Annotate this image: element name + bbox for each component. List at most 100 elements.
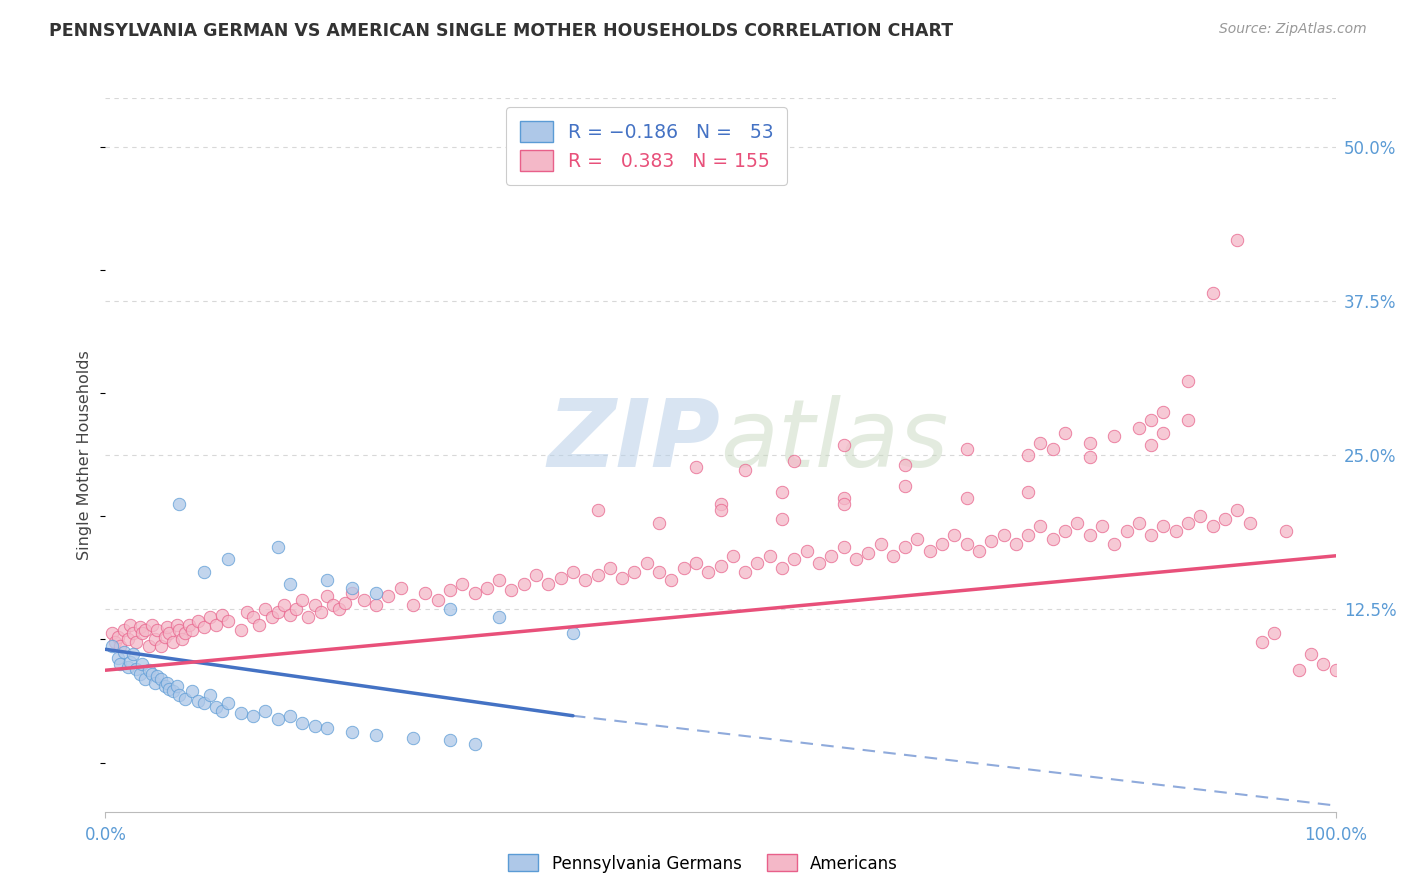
Point [858, 546, 880, 560]
Point [550, 571, 572, 585]
Point [710, 503, 733, 517]
Point [107, 651, 129, 665]
Point [721, 549, 744, 563]
Point [1140, 413, 1163, 427]
Point [1189, 509, 1212, 524]
Point [340, 581, 363, 595]
Point [169, 623, 191, 637]
Point [120, 655, 141, 669]
Point [1239, 516, 1261, 530]
Point [1213, 512, 1236, 526]
Point [254, 601, 277, 615]
Point [156, 675, 179, 690]
Point [1202, 285, 1225, 300]
Point [193, 620, 215, 634]
Point [193, 565, 215, 579]
Point [193, 697, 215, 711]
Point [648, 565, 671, 579]
Point [1102, 429, 1125, 443]
Point [574, 574, 596, 588]
Point [366, 585, 388, 599]
Point [1102, 536, 1125, 550]
Point [315, 590, 337, 604]
Legend: Pennsylvania Germans, Americans: Pennsylvania Germans, Americans [502, 847, 904, 880]
Text: atlas: atlas [721, 395, 949, 486]
Point [278, 708, 301, 723]
Point [153, 679, 176, 693]
Point [117, 659, 139, 673]
Point [211, 704, 233, 718]
Point [1288, 663, 1310, 677]
Point [121, 626, 143, 640]
Point [956, 491, 979, 505]
Point [1153, 405, 1175, 419]
Point [100, 639, 122, 653]
Point [187, 614, 209, 628]
Point [524, 568, 547, 582]
Point [1263, 626, 1285, 640]
Point [661, 574, 683, 588]
Point [159, 681, 180, 696]
Point [260, 610, 283, 624]
Point [134, 623, 156, 637]
Point [1078, 528, 1101, 542]
Point [415, 585, 437, 599]
Point [1177, 413, 1199, 427]
Point [488, 574, 510, 588]
Point [159, 626, 180, 640]
Point [125, 635, 148, 649]
Point [770, 484, 793, 499]
Point [267, 713, 290, 727]
Point [1275, 524, 1298, 539]
Point [832, 497, 855, 511]
Point [783, 454, 806, 468]
Point [770, 512, 793, 526]
Point [328, 601, 350, 615]
Point [1128, 421, 1150, 435]
Point [174, 691, 197, 706]
Point [439, 583, 461, 598]
Point [1202, 519, 1225, 533]
Point [153, 630, 176, 644]
Point [685, 556, 707, 570]
Point [366, 598, 388, 612]
Point [112, 623, 135, 637]
Point [710, 558, 733, 573]
Point [229, 623, 252, 637]
Point [1177, 516, 1199, 530]
Point [149, 639, 172, 653]
Point [117, 632, 139, 647]
Point [278, 607, 301, 622]
Point [426, 593, 449, 607]
Point [322, 598, 344, 612]
Point [562, 626, 585, 640]
Point [1054, 425, 1077, 440]
Point [267, 606, 290, 620]
Point [1226, 233, 1249, 247]
Point [918, 544, 941, 558]
Point [104, 635, 127, 649]
Point [697, 565, 720, 579]
Point [156, 620, 179, 634]
Point [304, 718, 326, 732]
Point [1091, 519, 1114, 533]
Point [143, 675, 166, 690]
Point [488, 610, 510, 624]
Point [242, 610, 264, 624]
Point [166, 617, 188, 632]
Point [464, 737, 486, 751]
Point [882, 549, 904, 563]
Point [218, 614, 240, 628]
Point [138, 663, 160, 677]
Point [218, 552, 240, 566]
Point [710, 497, 733, 511]
Point [1066, 516, 1088, 530]
Point [125, 662, 148, 676]
Point [783, 552, 806, 566]
Point [278, 577, 301, 591]
Point [229, 706, 252, 721]
Point [198, 610, 221, 624]
Point [980, 534, 1002, 549]
Point [141, 617, 163, 632]
Point [129, 667, 152, 681]
